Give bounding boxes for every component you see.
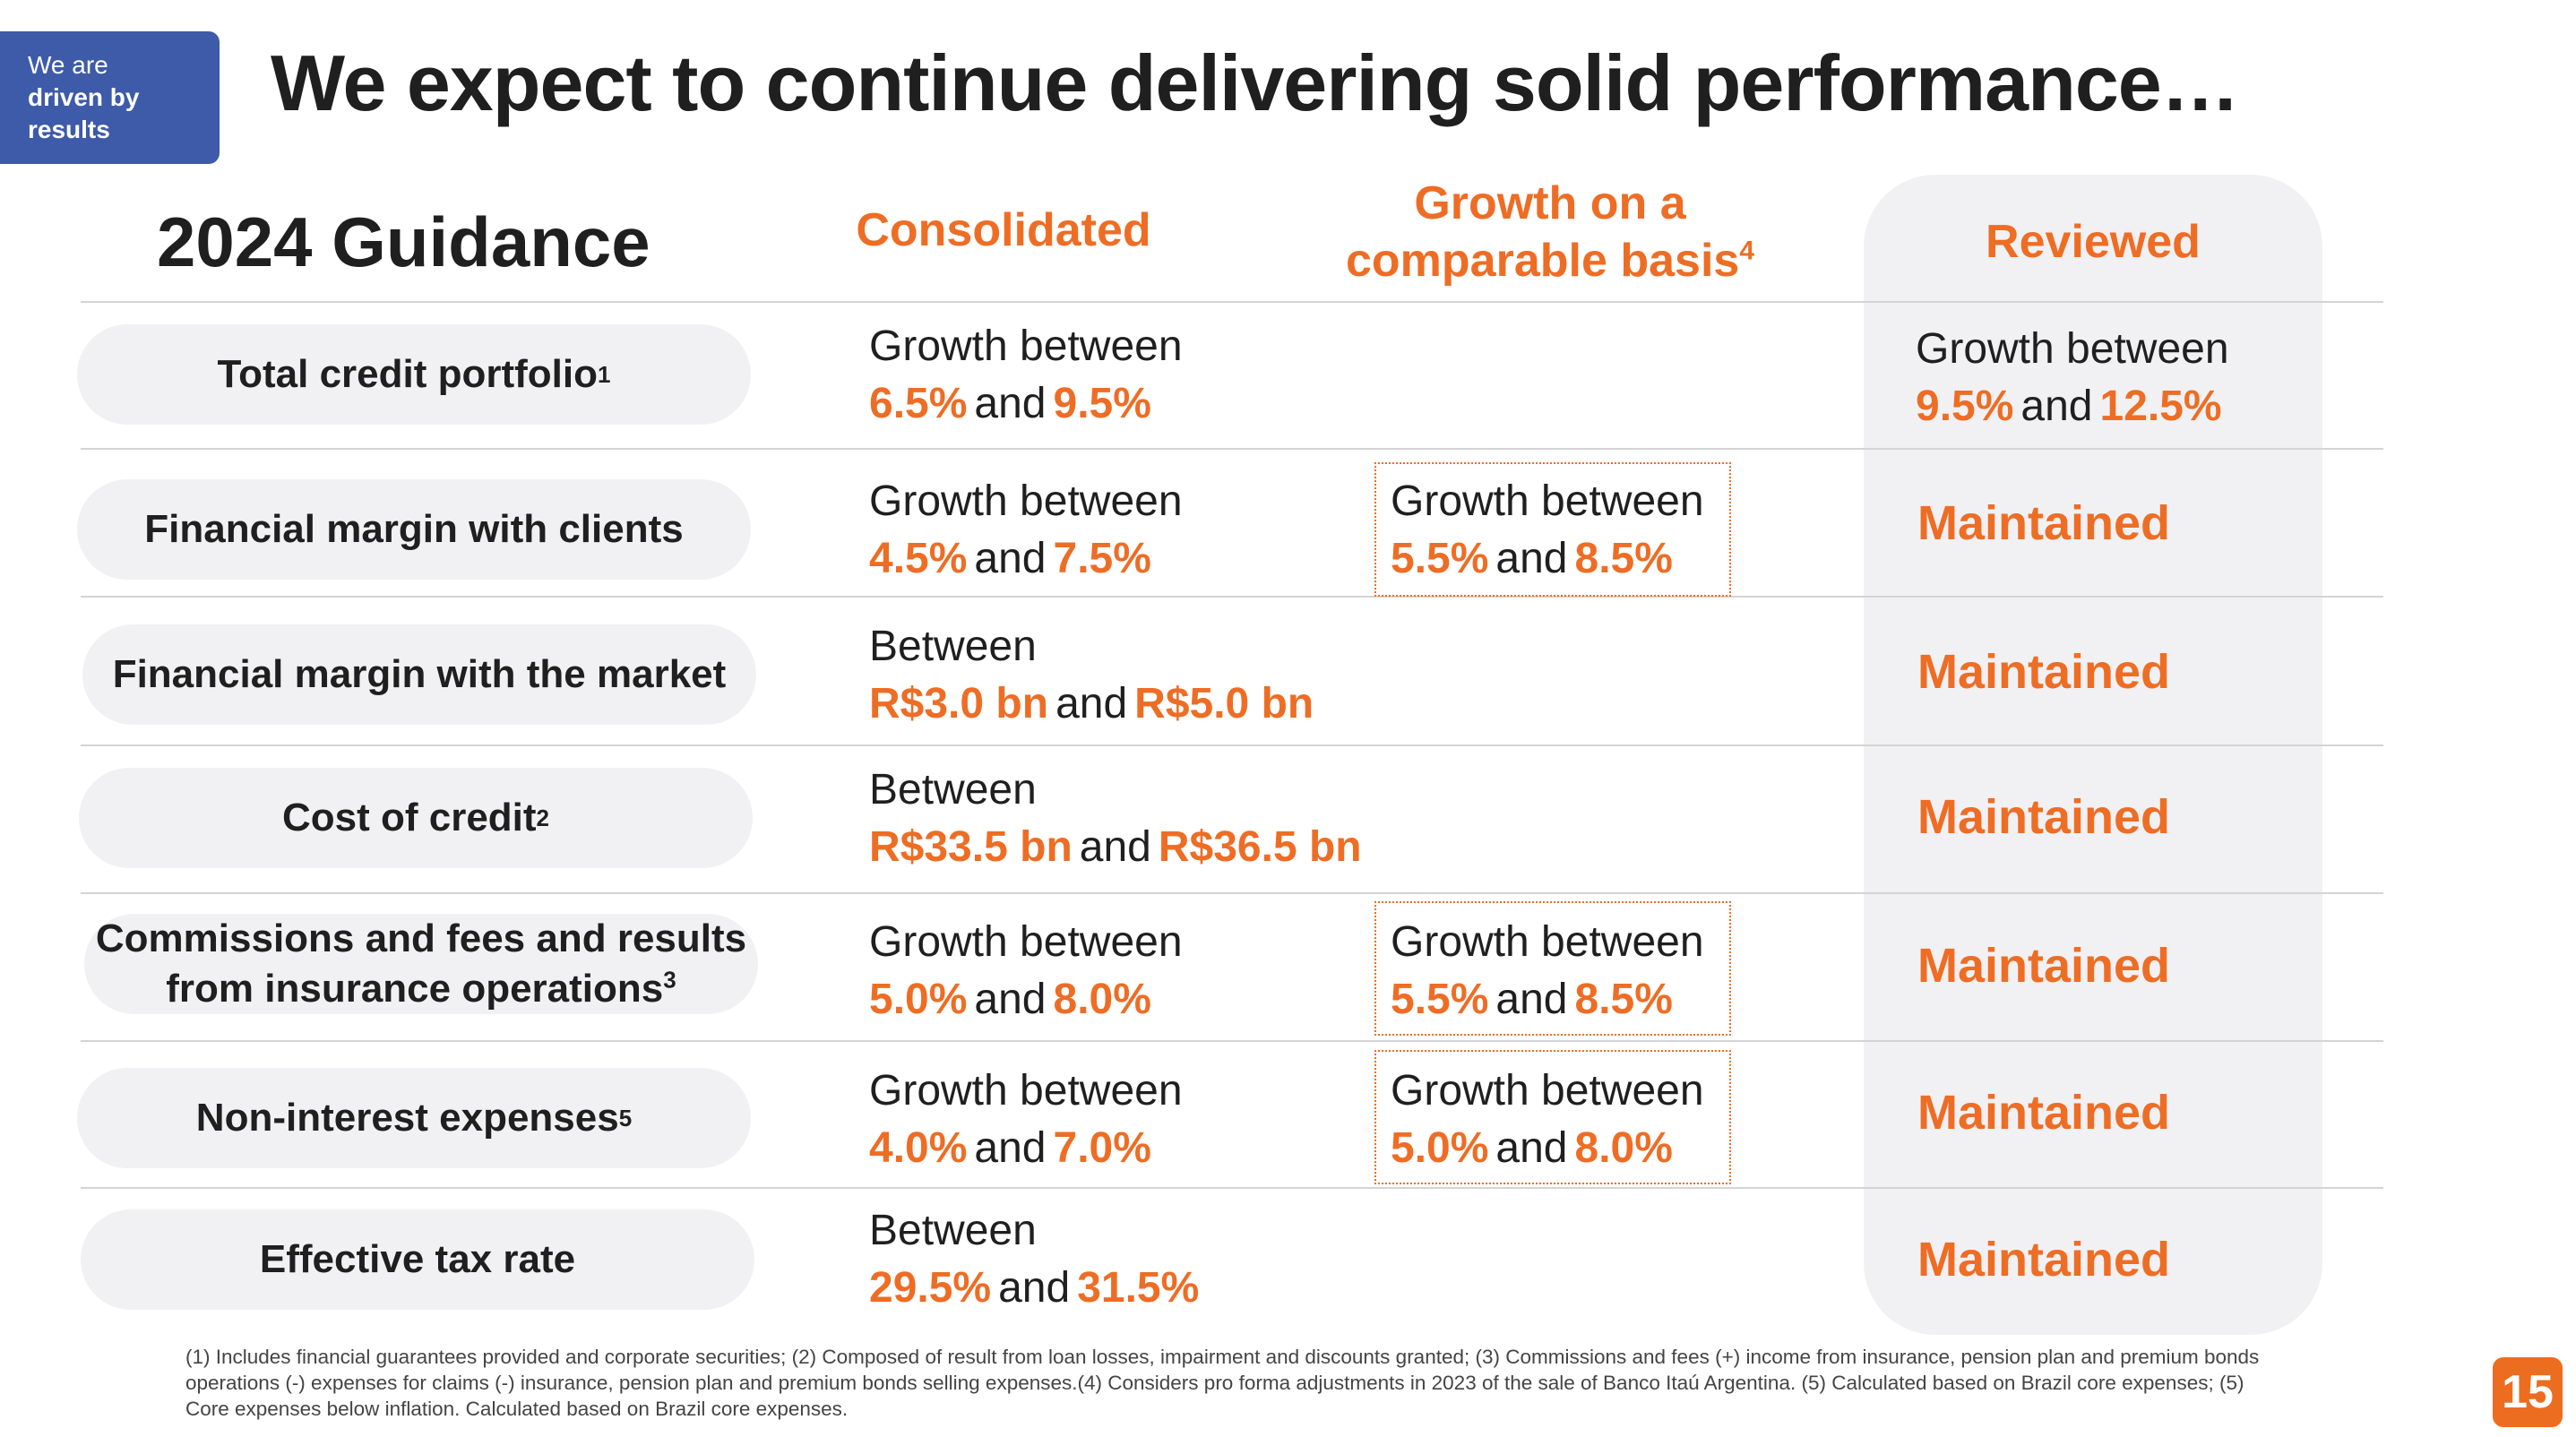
guidance-heading: 2024 Guidance — [157, 202, 650, 281]
footnote: (1) Includes financial guarantees provid… — [185, 1346, 2260, 1420]
comparable-basis-heading: Growth on a comparable basis4 — [1326, 175, 1774, 289]
comparable-non-interest-expenses: Growth between 5.0% and 8.0% — [1391, 1067, 1704, 1172]
row-divider — [81, 596, 2383, 598]
reviewed-column-background — [1864, 175, 2322, 1335]
comparable-box-financial-margin-clients — [1374, 462, 1731, 597]
row-label-financial-margin-clients: Financial margin with clients — [77, 479, 751, 580]
row-divider — [81, 448, 2383, 450]
badge-line-2: driven by — [28, 83, 140, 111]
reviewed-commissions-fees-insurance: Maintained — [1917, 939, 2171, 993]
row-divider — [81, 1040, 2383, 1042]
row-divider — [81, 892, 2383, 894]
footnote-marker: 4 — [1739, 236, 1754, 266]
badge-line-3: results — [28, 116, 110, 143]
consolidated-financial-margin-market: Between R$3.0 bn and R$5.0 bn — [869, 623, 1314, 727]
comparable-heading-line-2: comparable basis4 — [1346, 235, 1754, 287]
reviewed-total-credit-portfolio: Growth between 9.5% and 12.5% — [1916, 325, 2229, 430]
row-label-effective-tax-rate: Effective tax rate — [81, 1209, 754, 1310]
comparable-box-commissions-fees-insurance — [1374, 901, 1731, 1036]
row-label-cost-of-credit: Cost of credit 2 — [79, 768, 753, 868]
page-number: 15 — [2493, 1357, 2563, 1427]
row-divider — [81, 1187, 2383, 1189]
reviewed-financial-margin-market: Maintained — [1917, 645, 2171, 699]
consolidated-non-interest-expenses: Growth between 4.0% and 7.0% — [869, 1067, 1183, 1172]
reviewed-non-interest-expenses: Maintained — [1917, 1086, 2171, 1140]
row-divider — [81, 301, 2383, 303]
row-label-non-interest-expenses: Non-interest expenses 5 — [77, 1068, 751, 1168]
comparable-box-non-interest-expenses — [1374, 1050, 1731, 1184]
comparable-commissions-fees-insurance: Growth between 5.5% and 8.5% — [1391, 918, 1704, 1023]
reviewed-cost-of-credit: Maintained — [1917, 790, 2171, 844]
row-label-commissions-fees-insurance: Commissions and fees and results from in… — [84, 914, 758, 1014]
brand-badge: We are driven by results — [0, 31, 220, 164]
consolidated-financial-margin-clients: Growth between 4.5% and 7.5% — [869, 478, 1183, 582]
page-title: We expect to continue delivering solid p… — [271, 39, 2240, 127]
reviewed-financial-margin-clients: Maintained — [1917, 496, 2171, 550]
badge-line-1: We are — [28, 51, 108, 79]
comparable-heading-line-1: Growth on a — [1414, 177, 1686, 229]
row-label-financial-margin-market: Financial margin with the market — [82, 624, 756, 725]
comparable-financial-margin-clients: Growth between 5.5% and 8.5% — [1391, 478, 1704, 582]
reviewed-heading: Reviewed — [1986, 216, 2201, 268]
row-label-total-credit-portfolio: Total credit portfolio 1 — [77, 324, 751, 425]
consolidated-effective-tax-rate: Between 29.5% and 31.5% — [869, 1207, 1200, 1312]
consolidated-total-credit-portfolio: Growth between 6.5% and 9.5% — [869, 323, 1183, 427]
consolidated-commissions-fees-insurance: Growth between 5.0% and 8.0% — [869, 918, 1183, 1023]
row-divider — [81, 744, 2383, 746]
consolidated-cost-of-credit: Between R$33.5 bn and R$36.5 bn — [869, 766, 1362, 871]
consolidated-heading: Consolidated — [856, 204, 1151, 256]
reviewed-effective-tax-rate: Maintained — [1917, 1233, 2171, 1286]
